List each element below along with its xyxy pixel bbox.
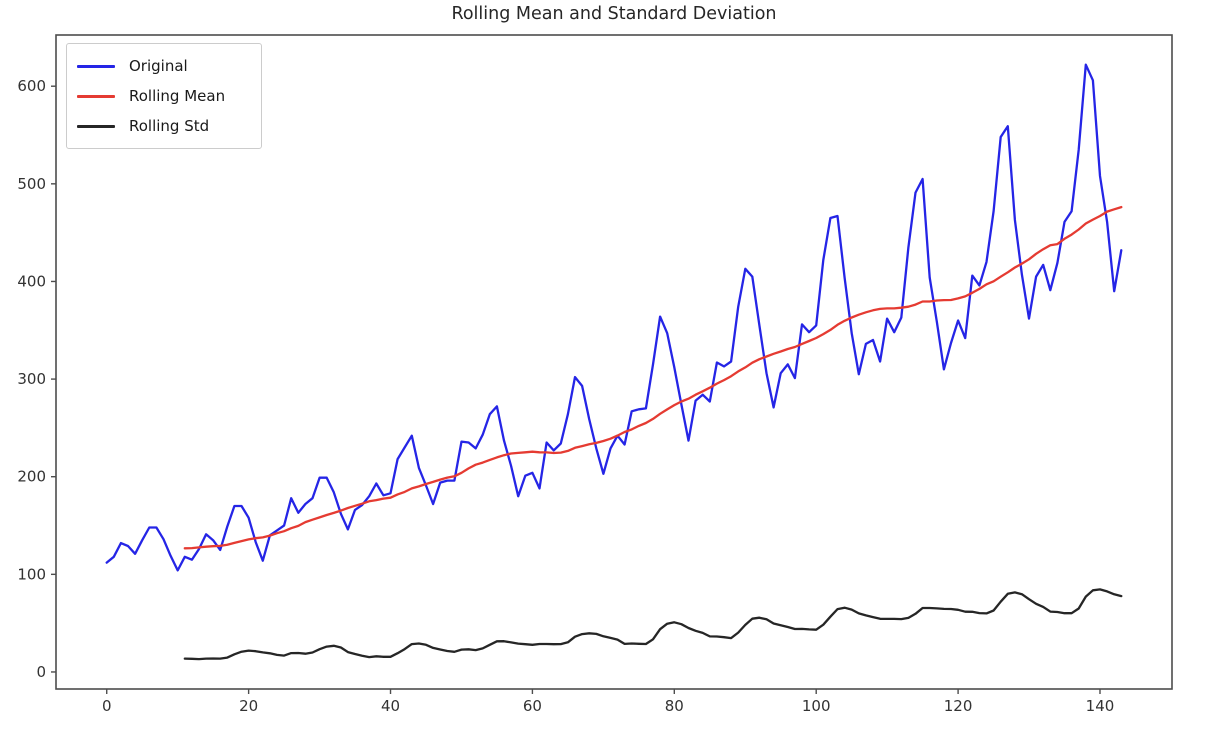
legend-line-rolling-mean-icon	[77, 94, 115, 98]
axes-frame	[55, 34, 1173, 690]
x-tick-label: 40	[381, 697, 400, 715]
x-tick-label: 100	[802, 697, 831, 715]
legend-label-rolling-std: Rolling Std	[129, 117, 210, 135]
legend-item-original: Original	[77, 51, 253, 81]
legend-item-rolling-mean: Rolling Mean	[77, 81, 253, 111]
rolling-std-line	[183, 588, 1123, 661]
y-tick-label: 500	[17, 175, 46, 193]
y-tick-label: 600	[17, 77, 46, 95]
y-tick-label: 200	[17, 468, 46, 486]
x-tick-label: 60	[523, 697, 542, 715]
y-tick-label: 0	[36, 663, 46, 681]
legend-item-rolling-std: Rolling Std	[77, 111, 253, 141]
x-tick-label: 120	[944, 697, 973, 715]
rolling-mean-line	[183, 205, 1123, 550]
x-tick-label: 140	[1086, 697, 1115, 715]
y-tick-label: 400	[17, 272, 46, 290]
legend-line-rolling-std-icon	[77, 124, 115, 128]
y-tick-label: 100	[17, 565, 46, 583]
original-line	[105, 63, 1123, 572]
x-tick-label: 20	[239, 697, 258, 715]
x-tick-label: 80	[665, 697, 684, 715]
legend: Original Rolling Mean Rolling Std	[66, 43, 262, 149]
legend-label-rolling-mean: Rolling Mean	[129, 87, 226, 105]
y-tick-label: 300	[17, 370, 46, 388]
x-tick-label: 0	[102, 697, 112, 715]
legend-line-original-icon	[77, 64, 115, 68]
chart-title: Rolling Mean and Standard Deviation	[451, 4, 777, 24]
legend-label-original: Original	[129, 57, 188, 75]
